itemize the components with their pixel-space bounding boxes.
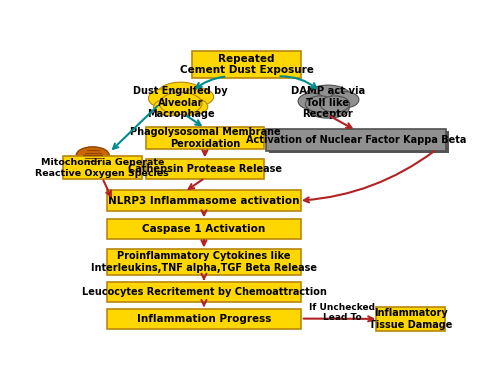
FancyBboxPatch shape (269, 131, 449, 153)
Text: Proinflammatory Cytokines like
Interleukins,TNF alpha,TGF Beta Release: Proinflammatory Cytokines like Interleuk… (91, 251, 317, 273)
Text: Inflammation Progress: Inflammation Progress (137, 314, 271, 324)
Text: Leucocytes Recritement by Chemoattraction: Leucocytes Recritement by Chemoattractio… (82, 287, 326, 297)
FancyBboxPatch shape (376, 307, 446, 331)
Ellipse shape (158, 82, 204, 106)
Ellipse shape (330, 92, 359, 108)
Ellipse shape (182, 88, 214, 106)
Text: Inflammatory
Tissue Damage: Inflammatory Tissue Damage (369, 308, 452, 330)
Text: If Unchecked
Lead To: If Unchecked Lead To (310, 303, 376, 323)
Ellipse shape (154, 98, 188, 116)
FancyBboxPatch shape (146, 127, 264, 149)
Text: Mitochondria Generate
Reactive Oxygen Species: Mitochondria Generate Reactive Oxygen Sp… (36, 158, 169, 177)
Text: Phagolysosomal Membrane
Peroxidation: Phagolysosomal Membrane Peroxidation (130, 127, 280, 149)
Text: Dust Engulfed by
Alveolar
Macrophage: Dust Engulfed by Alveolar Macrophage (134, 86, 228, 119)
Ellipse shape (76, 147, 109, 164)
FancyBboxPatch shape (192, 51, 301, 78)
FancyBboxPatch shape (107, 249, 301, 275)
FancyBboxPatch shape (62, 157, 142, 179)
FancyBboxPatch shape (266, 129, 446, 151)
Ellipse shape (306, 98, 349, 118)
Text: Activation of Nuclear Factor Kappa Beta: Activation of Nuclear Factor Kappa Beta (246, 135, 466, 145)
Text: Repeated
Cement Dust Exposure: Repeated Cement Dust Exposure (180, 54, 314, 75)
FancyBboxPatch shape (107, 309, 301, 329)
Ellipse shape (320, 96, 350, 112)
FancyBboxPatch shape (146, 159, 264, 179)
FancyBboxPatch shape (107, 190, 301, 211)
FancyBboxPatch shape (107, 219, 301, 239)
Text: DAMP act via
Toll like
Receptor: DAMP act via Toll like Receptor (291, 86, 365, 119)
FancyBboxPatch shape (107, 282, 301, 302)
Ellipse shape (148, 89, 178, 108)
Ellipse shape (173, 98, 208, 115)
Text: Cathepsin Protease Release: Cathepsin Protease Release (128, 164, 282, 174)
Ellipse shape (160, 92, 202, 115)
Ellipse shape (298, 93, 325, 109)
Text: NLRP3 Inflammasome activation: NLRP3 Inflammasome activation (108, 196, 300, 206)
Ellipse shape (304, 85, 351, 109)
Text: Caspase 1 Activation: Caspase 1 Activation (142, 224, 266, 234)
Ellipse shape (306, 96, 335, 112)
